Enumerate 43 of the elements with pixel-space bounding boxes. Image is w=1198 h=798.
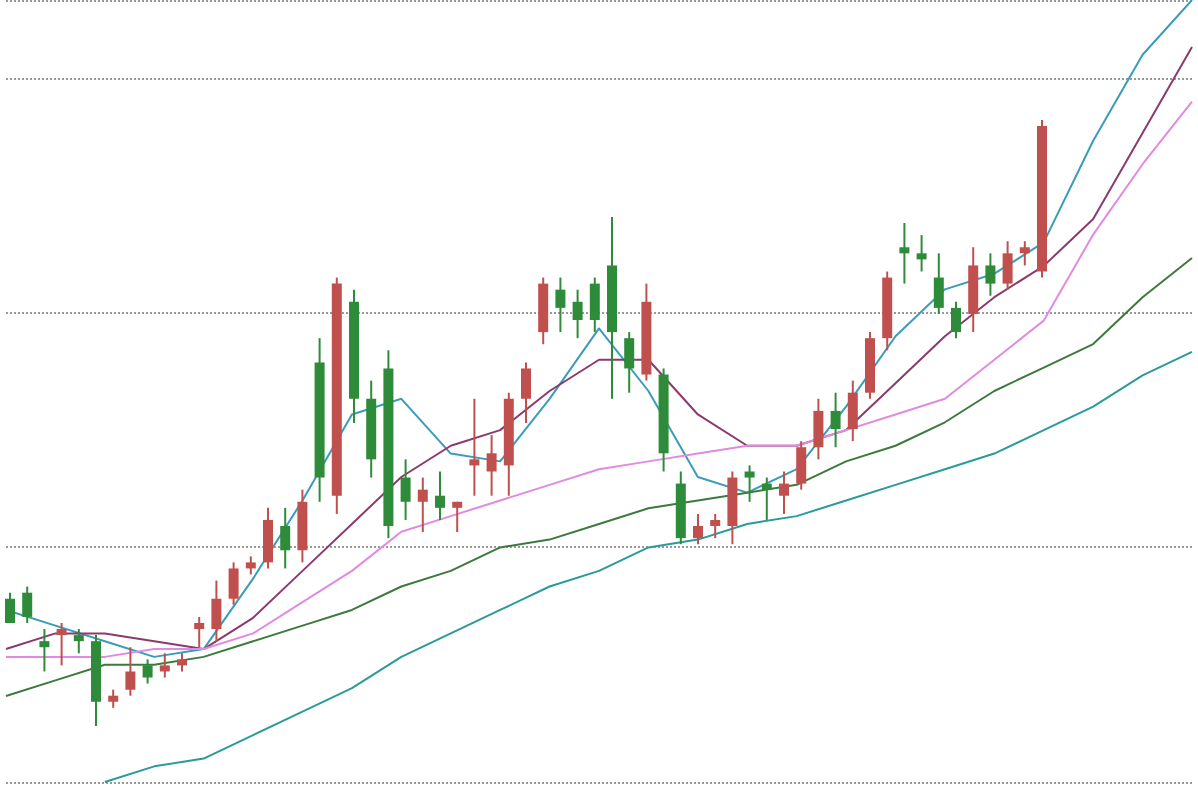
candlestick: [73, 628, 84, 655]
candlestick: [39, 628, 50, 673]
candlestick: [1019, 240, 1030, 267]
candlestick: [555, 276, 566, 334]
candlestick: [194, 615, 205, 649]
candlestick: [916, 234, 927, 273]
candlestick: [830, 391, 841, 449]
candlestick: [159, 652, 170, 679]
candlestick: [693, 512, 703, 546]
candlestick: [951, 300, 961, 340]
candlestick: [452, 500, 463, 534]
candlestick: [899, 222, 910, 285]
candlestick: [228, 561, 239, 606]
candlestick: [177, 652, 187, 673]
candlestick: [985, 252, 996, 297]
candlestick: [400, 458, 411, 521]
candlestick: [744, 464, 755, 503]
candlestick: [263, 506, 273, 570]
candlestick: [521, 361, 531, 424]
candlestick: [211, 579, 222, 643]
candlestick: [245, 555, 256, 576]
candlestick: [761, 476, 772, 521]
candlestick: [813, 397, 824, 461]
candlestick: [142, 658, 153, 685]
candlestick: [1002, 240, 1013, 291]
candlestick: [779, 470, 789, 515]
candlestick: [417, 476, 428, 534]
candlestick: [435, 470, 445, 521]
candlestick: [22, 585, 33, 624]
candlestick: [933, 252, 944, 315]
candlestick: [710, 512, 721, 540]
candlestick: [589, 276, 600, 334]
candlestick: [125, 646, 136, 697]
candlestick: [469, 397, 480, 497]
candlestick: [624, 331, 635, 394]
candlestick: [572, 288, 583, 340]
candlestick: [847, 379, 858, 443]
candlestick: [486, 434, 497, 497]
candlestick: [56, 621, 67, 667]
candlestick: [5, 591, 15, 624]
candlestick: [796, 440, 807, 491]
candlestick: [108, 688, 119, 709]
candlestick: [280, 506, 291, 570]
